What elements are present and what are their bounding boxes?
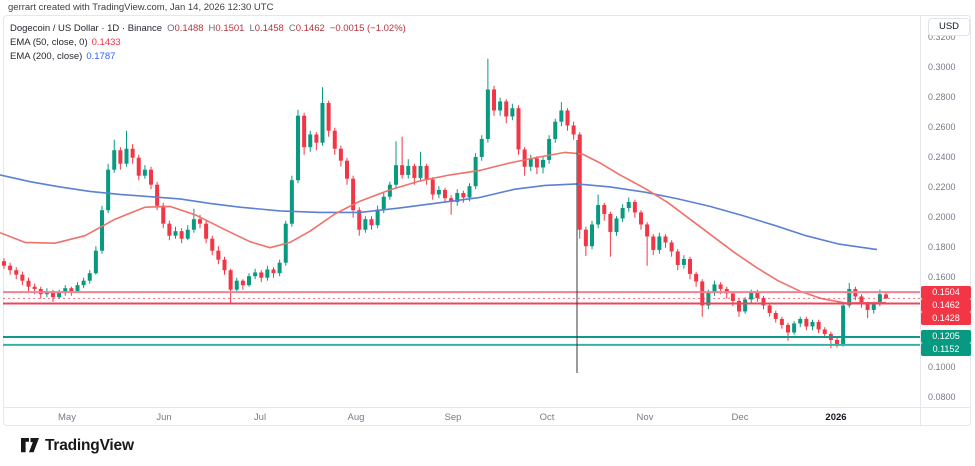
ohlc-open-value: 0.1488 [174,23,204,34]
chart-legend: Dogecoin / US Dollar · 1D · Binance O0.14… [10,22,406,64]
price-tick: 0.1000 [928,362,956,373]
tradingview-logo[interactable]: TradingView [21,436,134,456]
price-axis-border [920,15,921,425]
price-tick: 0.3200 [928,32,956,43]
symbol-title: Dogecoin / US Dollar · 1D · Binance [10,23,163,34]
ema50-legend-row[interactable]: EMA (50, close, 0) 0.1433 [10,36,406,50]
ema50-label: EMA (50, close, 0) [10,37,88,48]
price-level-label: 0.1152 [921,343,971,357]
ohlc-low-key: L [249,23,255,34]
price-tick: 0.2400 [928,152,956,163]
ema200-legend-row[interactable]: EMA (200, close) 0.1787 [10,50,406,64]
time-tick-2026: 2026 [825,412,847,423]
ohlc-close-key: C [288,23,296,34]
attribution-text: gerrart created with TradingView.com, Ja… [8,2,274,13]
time-tick-sep: Sep [444,412,462,423]
currency-unit-button[interactable]: USD [928,18,970,36]
time-axis-border [3,407,970,408]
change-value: −0.0015 (−1.02%) [329,23,406,34]
tradingview-logo-icon [21,438,39,453]
time-tick-oct: Oct [539,412,555,423]
price-tick: 0.2600 [928,122,956,133]
price-level-label: 0.1504 [921,285,971,299]
time-tick-dec: Dec [731,412,749,423]
ema200-line [0,174,878,251]
ohlc-high-key: H [208,23,216,34]
time-tick-jun: Jun [156,412,172,423]
ema200-value: 0.1787 [86,51,116,62]
candles-series [2,58,888,349]
price-level-label: 0.1205 [921,330,971,344]
ema200-label: EMA (200, close) [10,51,83,62]
price-tick: 0.2000 [928,212,956,223]
time-tick-may: May [58,412,76,423]
price-tick: 0.0800 [928,392,956,403]
tradingview-logo-text: TradingView [45,437,134,454]
symbol-legend-row[interactable]: Dogecoin / US Dollar · 1D · Binance O0.14… [10,22,406,36]
ema50-line [0,151,887,304]
price-tick: 0.2800 [928,92,956,103]
time-tick-aug: Aug [347,412,365,423]
price-level-label: 0.1428 [921,311,971,325]
ohlc-high-value: 0.1501 [215,23,245,34]
price-level-label: 0.1462 [921,298,971,312]
ohlc-close-value: 0.1462 [295,23,325,34]
price-tick: 0.2200 [928,182,956,193]
price-tick: 0.1600 [928,272,956,283]
ohlc-low-value: 0.1458 [254,23,284,34]
price-tick: 0.1800 [928,242,956,253]
ema50-value: 0.1433 [91,37,121,48]
ohlc-open-key: O [167,23,175,34]
price-tick: 0.3000 [928,62,956,73]
price-level-lines [3,291,920,346]
time-tick-nov: Nov [636,412,654,423]
time-tick-jul: Jul [253,412,267,423]
